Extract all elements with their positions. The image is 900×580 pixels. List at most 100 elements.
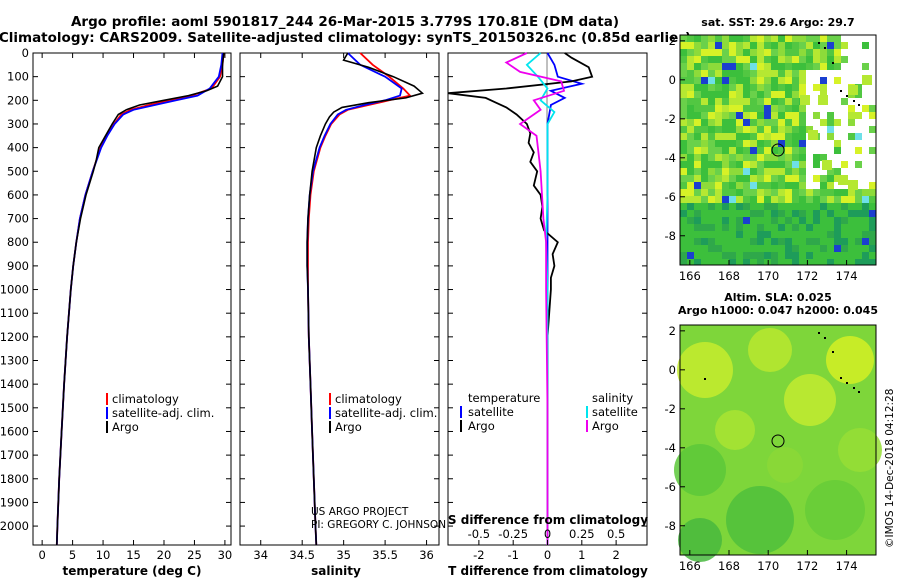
- sst-map-cell: [736, 126, 743, 133]
- sst-map-cell: [764, 91, 771, 98]
- sst-map-cell: [778, 126, 785, 133]
- sst-map-cell: [813, 161, 820, 168]
- sst-map-cell: [715, 49, 722, 56]
- sst-map-cell: [771, 84, 778, 91]
- sst-map-cell: [694, 189, 701, 196]
- sst-map-cell: [750, 70, 757, 77]
- sst-map-cell: [757, 35, 764, 42]
- sst-map-cell: [799, 224, 806, 231]
- sst-map-cell: [799, 70, 806, 77]
- series-line-temperature-satellite: [546, 52, 586, 545]
- sst-map-cell: [757, 49, 764, 56]
- sst-map-cell: [687, 49, 694, 56]
- sst-map-cell: [806, 35, 813, 42]
- sst-map-cell: [736, 210, 743, 217]
- sst-map-cell: [764, 224, 771, 231]
- depth-tick-label: 1100: [0, 306, 29, 320]
- sst-map-cell: [743, 154, 750, 161]
- sst-lon-tick-label: 166: [679, 269, 701, 283]
- sst-map-cell: [862, 259, 869, 265]
- sst-map-cell: [701, 224, 708, 231]
- sst-map-cell: [792, 105, 799, 112]
- sst-map-cell: [806, 245, 813, 252]
- sst-map-cell: [757, 231, 764, 238]
- sst-map-cell: [680, 133, 687, 140]
- credit-project: US ARGO PROJECT: [311, 506, 409, 518]
- sst-map-cell: [715, 210, 722, 217]
- figure-title-line2: Climatology: CARS2009. Satellite-adjuste…: [0, 30, 691, 46]
- sst-map-cell: [848, 119, 855, 126]
- sst-map-cell: [722, 147, 729, 154]
- sst-map-cell: [813, 217, 820, 224]
- sst-map-cell: [848, 85, 858, 95]
- sst-map-cell: [757, 63, 764, 70]
- sst-map-cell: [806, 126, 813, 133]
- sst-map-cell: [687, 42, 694, 49]
- sst-map-cell: [680, 217, 687, 224]
- sst-map-cell: [778, 175, 785, 182]
- sst-map-cell: [729, 175, 736, 182]
- sst-map-cell: [715, 203, 722, 210]
- legend-label-argo: Argo: [112, 420, 139, 434]
- sst-map-cell: [708, 35, 715, 42]
- sst-map-cell: [687, 133, 694, 140]
- sst-map-cell: [680, 252, 687, 259]
- sst-map-cell: [757, 196, 764, 203]
- sst-map-cell: [820, 56, 827, 63]
- sst-map-cell: [687, 77, 694, 84]
- sst-map-cell: [834, 203, 841, 210]
- sst-map-cell: [687, 203, 694, 210]
- sst-map-cell: [743, 35, 750, 42]
- sst-map-cell: [799, 217, 806, 224]
- sst-map-cell: [841, 203, 848, 210]
- sst-map-cell: [827, 238, 834, 245]
- sst-map-cell: [708, 224, 715, 231]
- sla-lat-tick-label: -8: [665, 519, 676, 533]
- sst-map-cell: [841, 245, 848, 252]
- sst-map-cell: [687, 91, 694, 98]
- sst-map-cell: [750, 210, 757, 217]
- sst-map-cell: [806, 252, 813, 259]
- t-difference-xlabel: T difference from climatology: [448, 564, 648, 578]
- sst-map-cell: [806, 210, 813, 217]
- sst-map-cell: [764, 119, 771, 126]
- sst-map-cell: [785, 126, 792, 133]
- sst-map-cell: [708, 210, 715, 217]
- sst-map-cell: [750, 245, 757, 252]
- sst-map-cell: [743, 224, 750, 231]
- sst-map-cell: [701, 203, 708, 210]
- sst-map-cell: [708, 70, 715, 77]
- sst-map-cell: [778, 112, 785, 119]
- sst-map-cell: [687, 245, 694, 252]
- sst-map-cell: [799, 238, 806, 245]
- sst-map-cell: [771, 70, 778, 77]
- sst-map-cell: [869, 231, 876, 238]
- sst-map-cell: [736, 161, 743, 168]
- sst-map-cell: [822, 160, 832, 170]
- sst-map-cell: [687, 140, 694, 147]
- sst-map-cell: [743, 210, 750, 217]
- s-diff-tick-label: 0.25: [569, 527, 595, 541]
- sst-map-cell: [799, 126, 806, 133]
- sst-map-cell: [778, 161, 785, 168]
- difference-series-group: [447, 52, 594, 545]
- sst-map-cell: [729, 112, 736, 119]
- sst-map-cell: [708, 217, 715, 224]
- sla-lat-tick-label: 2: [669, 324, 676, 338]
- sst-map-cell: [736, 154, 743, 161]
- sla-lon-tick-label: 172: [796, 559, 818, 573]
- sst-map-cell: [834, 210, 841, 217]
- sst-map-cell: [680, 161, 687, 168]
- sst-map-cell: [715, 196, 722, 203]
- sst-map-cell: [680, 245, 687, 252]
- sst-map-cell: [820, 259, 827, 265]
- sst-map-cell: [834, 196, 841, 203]
- sst-map-cell: [869, 252, 876, 259]
- sst-map-cell: [757, 70, 764, 77]
- sla-x-ticks: 166 168 170 172 174: [679, 550, 858, 573]
- sst-map-cell: [757, 119, 764, 126]
- sst-map-cell: [792, 203, 799, 210]
- sst-map-cell: [771, 63, 778, 70]
- sst-map-cell: [757, 224, 764, 231]
- sst-map-cell: [736, 133, 743, 140]
